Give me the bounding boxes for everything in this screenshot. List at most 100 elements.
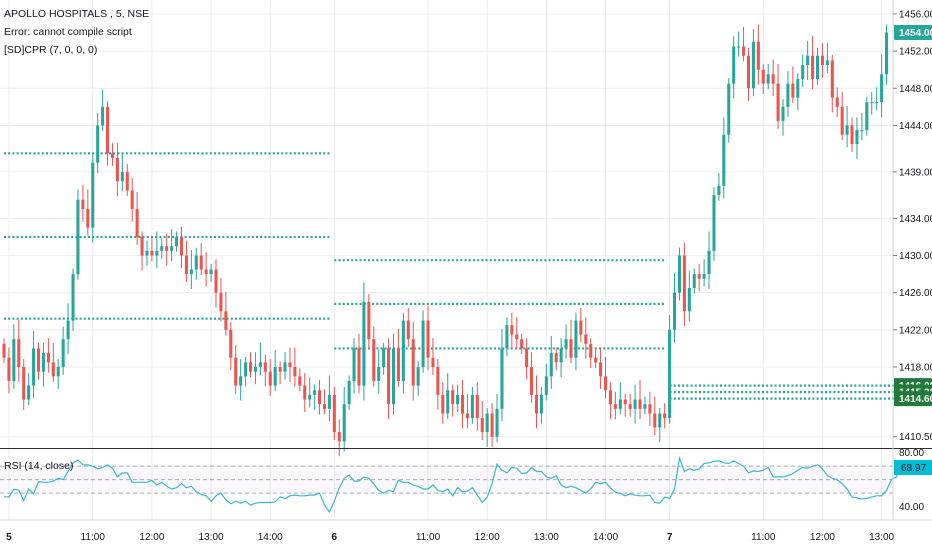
candle-122 (603, 356, 608, 399)
candle-116 (574, 312, 578, 371)
candle-29 (145, 240, 149, 266)
price-tick-label-3: 1444.00 (899, 121, 932, 132)
candle-158 (781, 98, 785, 136)
candle-147 (727, 78, 731, 143)
candle-body-135 (668, 329, 672, 419)
candle-body-23 (115, 157, 119, 182)
candle-body-72 (357, 348, 361, 386)
candle-111 (549, 335, 553, 389)
candle-46 (229, 321, 233, 371)
candle-87 (431, 338, 435, 375)
candle-52 (258, 342, 262, 375)
candle-159 (786, 71, 790, 118)
candle-body-140 (692, 274, 696, 289)
candle-121 (599, 347, 603, 389)
candle-body-62 (308, 394, 312, 400)
candle-32 (160, 238, 164, 259)
candle-151 (746, 47, 751, 101)
candle-132 (653, 396, 657, 436)
candle-78 (387, 338, 391, 420)
candle-90 (446, 373, 450, 420)
candle-body-169 (835, 97, 839, 107)
candle-body-1 (7, 357, 11, 381)
time-tick-label-5: 6 (332, 532, 338, 543)
candle-19 (96, 112, 100, 173)
candle-body-120 (594, 357, 598, 363)
candle-163 (806, 40, 810, 80)
candle-body-71 (352, 348, 356, 381)
candle-178 (880, 54, 884, 118)
candle-128 (633, 384, 637, 424)
candle-118 (584, 317, 588, 359)
price-tick-label-1: 1452.00 (899, 47, 932, 58)
candle-88 (436, 359, 440, 410)
candle-0 (2, 338, 6, 364)
candle-body-43 (214, 269, 218, 293)
candle-20 (101, 89, 105, 132)
candle-97 (480, 400, 484, 440)
candle-body-73 (362, 301, 366, 386)
candle-body-16 (81, 199, 85, 210)
candle-99 (490, 403, 494, 447)
candle-100 (495, 393, 499, 443)
candle-179 (885, 24, 889, 85)
candle-body-24 (120, 171, 124, 182)
candle-104 (515, 317, 519, 350)
candle-137 (677, 247, 681, 301)
candle-82 (406, 308, 410, 348)
candle-body-149 (737, 46, 741, 48)
candle-body-26 (130, 190, 134, 210)
candle-body-48 (239, 376, 243, 386)
candle-body-83 (411, 339, 415, 386)
candle-89 (441, 382, 445, 424)
candlestick-series (2, 24, 889, 457)
candle-15 (76, 189, 80, 280)
candle-body-121 (599, 362, 603, 377)
candle-86 (426, 305, 430, 371)
candle-58 (288, 347, 292, 382)
candle-133 (658, 407, 662, 443)
candle-body-10 (51, 362, 55, 377)
candle-51 (253, 352, 257, 385)
candle-140 (692, 268, 696, 294)
candle-body-46 (229, 329, 233, 358)
candle-body-115 (569, 339, 573, 358)
candle-101 (500, 328, 504, 422)
candle-body-18 (91, 162, 95, 228)
candle-30 (150, 236, 154, 262)
price-tick-label-8: 1422.00 (899, 325, 932, 336)
rsi-legend[interactable]: RSI (14, close) (4, 460, 74, 472)
candle-117 (579, 308, 583, 343)
candle-body-177 (875, 102, 879, 104)
candle-body-21 (106, 106, 110, 154)
cpr-legend[interactable]: [SD]CPR (7, 0, 0, 0) (4, 44, 98, 56)
candle-body-128 (633, 399, 637, 409)
rsi-tick-label-0: 80.00 (899, 448, 924, 459)
candle-body-166 (820, 55, 824, 66)
candle-9 (46, 338, 50, 373)
candle-body-143 (707, 250, 711, 275)
candle-36 (179, 226, 184, 269)
candle-22 (110, 143, 114, 166)
candle-body-66 (327, 394, 331, 409)
symbol-legend[interactable]: APOLLO HOSPITALS , 5, NSE (4, 8, 150, 20)
price-tick-label-2: 1448.00 (899, 84, 932, 95)
candle-25 (125, 163, 129, 197)
candle-body-173 (855, 130, 859, 145)
candle-body-39 (194, 255, 198, 270)
candle-body-139 (687, 288, 691, 312)
candle-body-81 (401, 320, 405, 381)
candle-body-28 (140, 236, 144, 256)
candle-body-132 (653, 413, 657, 428)
candle-135 (668, 314, 672, 424)
candle-body-101 (500, 348, 504, 409)
candle-105 (520, 333, 524, 355)
candle-body-95 (470, 394, 474, 419)
candle-body-167 (825, 60, 829, 66)
candle-154 (761, 64, 765, 94)
candle-61 (303, 373, 307, 413)
rsi-value-box (894, 460, 932, 476)
candle-130 (643, 396, 647, 415)
error-legend[interactable]: Error: cannot compile script (4, 26, 132, 38)
